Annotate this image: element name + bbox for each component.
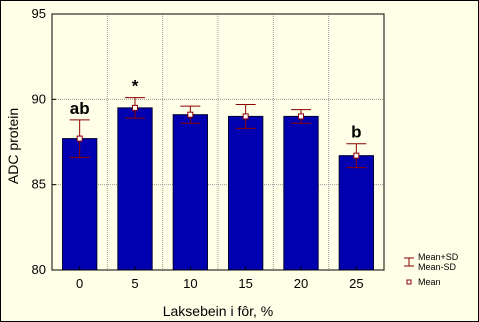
- legend-label-mean: Mean: [418, 277, 441, 287]
- mean-marker-10: [187, 111, 194, 118]
- x-tick-label-5: 5: [131, 276, 138, 291]
- mean-marker-0: [76, 135, 83, 142]
- error-bars: ab * b: [69, 77, 367, 169]
- legend-label-mean-minus-sd: Mean-SD: [418, 262, 457, 272]
- y-tick-label-90: 90: [32, 91, 46, 106]
- x-axis-title: Laksebein i fôr, %: [163, 303, 274, 319]
- bars: [62, 107, 374, 271]
- y-tick-label-80: 80: [32, 262, 46, 277]
- x-tick-label-25: 25: [349, 276, 363, 291]
- y-axis-title: ADC protein: [5, 108, 21, 184]
- mean-marker-25: [353, 152, 360, 159]
- grid-lines: [52, 14, 384, 270]
- mean-marker-15: [242, 113, 249, 120]
- y-tick-label-95: 95: [32, 6, 46, 21]
- annotation-5: *: [132, 77, 139, 96]
- bar-20: [283, 115, 319, 271]
- bar-0: [62, 138, 98, 271]
- x-tick-label-20: 20: [294, 276, 308, 291]
- bar-15: [228, 115, 264, 271]
- mean-marker-5: [132, 104, 138, 111]
- legend-label-mean-plus-sd: Mean+SD: [418, 252, 459, 262]
- bar-25: [338, 155, 374, 271]
- x-tick-label-15: 15: [238, 276, 252, 291]
- legend-mean-marker-icon: [406, 279, 412, 285]
- x-tick-label-10: 10: [183, 276, 197, 291]
- y-tick-label-85: 85: [32, 177, 46, 192]
- x-tick-label-0: 0: [76, 276, 83, 291]
- bar-5: [117, 107, 153, 271]
- axes: 80 85 90 95 0 5 10 15 20 25: [32, 6, 385, 291]
- annotation-0: ab: [70, 99, 90, 118]
- annotation-25: b: [351, 123, 361, 142]
- plot-area-border: [51, 13, 385, 271]
- bar-10: [172, 114, 208, 271]
- legend: Mean+SD Mean-SD Mean: [404, 252, 459, 287]
- mean-marker-20: [298, 113, 304, 120]
